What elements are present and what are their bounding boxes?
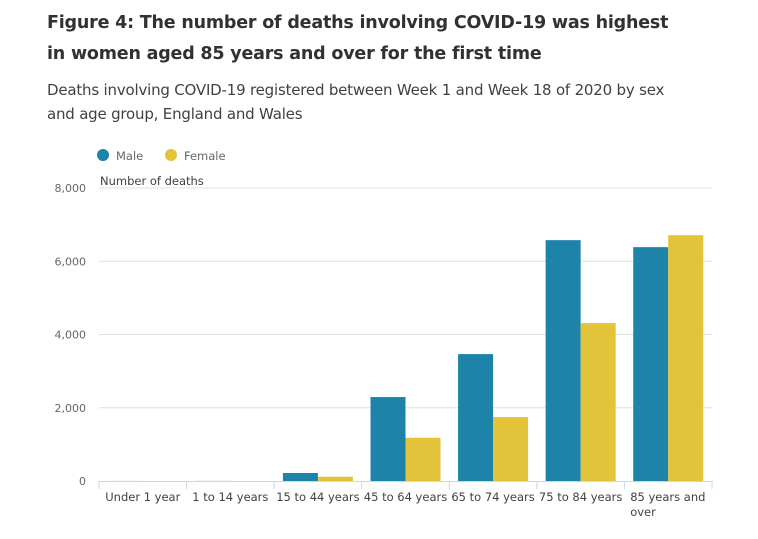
bar-female — [317, 476, 353, 481]
legend-male-marker — [97, 149, 109, 161]
y-tick-label: 6,000 — [55, 255, 87, 268]
bar-female — [405, 437, 441, 481]
chart-subtitle: Deaths involving COVID-19 registered bet… — [47, 81, 665, 123]
bar-female — [493, 417, 529, 481]
x-tick-label: Under 1 year — [105, 490, 180, 504]
x-tick-label: 1 to 14 years — [192, 490, 268, 504]
y-tick-label: 0 — [79, 475, 86, 488]
bar-male — [458, 354, 494, 481]
y-tick-label: 8,000 — [55, 182, 87, 195]
legend-female-label: Female — [184, 149, 226, 163]
legend-female-marker — [165, 149, 177, 161]
x-tick-label: 75 to 84 years — [539, 490, 622, 504]
x-axis: Under 1 year 1 to 14 years 15 to 44 years 4… — [98, 481, 713, 519]
x-tick-label: 15 to 44 years — [276, 490, 359, 504]
bar-female — [580, 323, 616, 481]
legend-male-label: Male — [116, 149, 143, 163]
bar-female — [668, 235, 704, 481]
bars — [107, 235, 704, 481]
bar-male — [282, 473, 318, 481]
bar-male — [370, 397, 406, 481]
y-axis-label: Number of deaths — [100, 174, 204, 188]
chart-title: Figure 4: The number of deaths involving… — [47, 13, 669, 64]
x-tick-label: 45 to 64 years — [364, 490, 447, 504]
x-tick-label: 85 years and over — [630, 490, 705, 519]
gridlines — [99, 187, 712, 409]
y-axis-ticks: 0 2,000 4,000 6,000 8,000 — [55, 182, 87, 488]
x-tick-label: 65 to 74 years — [451, 490, 534, 504]
bar-male — [633, 247, 669, 481]
bar-male — [545, 240, 581, 481]
y-tick-label: 4,000 — [55, 329, 87, 342]
legend: Male Female — [97, 149, 226, 163]
y-tick-label: 2,000 — [55, 402, 87, 415]
